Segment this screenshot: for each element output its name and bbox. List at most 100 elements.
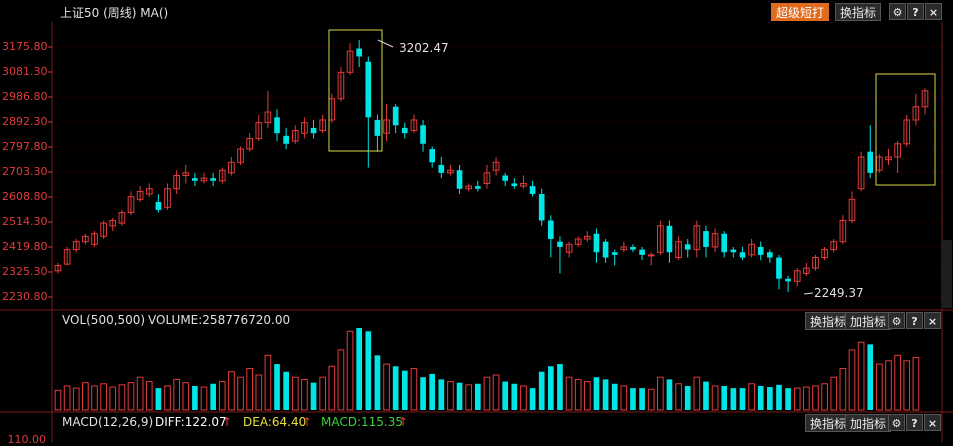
volume-bar <box>812 385 819 411</box>
volume-bar <box>328 365 336 411</box>
volume-bar <box>155 388 162 410</box>
volume-bar <box>410 367 418 411</box>
volume-bar <box>182 382 190 411</box>
main-pane-title: 上证50 (周线) MA() <box>60 6 169 20</box>
candle-body <box>210 178 216 181</box>
candle-body <box>639 249 645 255</box>
volume-bar <box>301 378 308 411</box>
volume-bar <box>711 385 719 411</box>
candle-body <box>319 119 326 132</box>
volume-bar <box>72 387 80 411</box>
candle-body <box>401 127 408 134</box>
gear-icon[interactable]: ⚙ <box>888 312 905 329</box>
y-tick-label: 2703.30 <box>2 165 48 178</box>
close-icon[interactable]: × <box>924 414 941 431</box>
volume-bar <box>100 383 107 411</box>
volume-bar <box>145 381 153 411</box>
volume-bar <box>529 388 536 410</box>
y-tick-label: 2325.30 <box>2 265 48 278</box>
candle-body <box>283 135 289 144</box>
volume-bar <box>803 386 810 411</box>
volume-bar <box>903 360 911 411</box>
volume-bar <box>456 382 463 410</box>
y-tick-label: 2419.80 <box>2 240 48 253</box>
candle-body <box>611 252 618 255</box>
help-icon[interactable]: ? <box>906 312 923 329</box>
switch-indicator-button[interactable]: 换指标 <box>835 3 882 21</box>
candle-body <box>757 246 764 255</box>
gear-icon[interactable]: ⚙ <box>888 414 905 431</box>
vol-add-indicator-button[interactable]: 加指标 <box>845 312 892 330</box>
macd-diff-arrow: ↑ <box>222 415 233 429</box>
high-price-label: 3202.47 <box>399 41 449 55</box>
low-pointer <box>803 292 814 295</box>
candle-body <box>456 170 463 189</box>
candle-body <box>392 106 399 126</box>
volume-bar <box>767 387 773 410</box>
volume-bar <box>492 374 500 411</box>
candle-body <box>529 186 536 195</box>
macd-switch-indicator-button[interactable]: 换指标 <box>805 414 852 432</box>
volume-bar <box>703 381 709 410</box>
candle-body <box>420 125 426 144</box>
volume-bar <box>192 385 198 410</box>
volume-bar <box>118 384 126 411</box>
macd-diff-value: DIFF:122.07 <box>155 415 227 429</box>
volume-bar <box>520 385 527 411</box>
super-short-button[interactable]: 超级短打 <box>771 3 830 21</box>
candle-body <box>921 90 929 108</box>
volume-bar <box>912 357 920 411</box>
volume-bar <box>200 386 208 411</box>
candle-body <box>109 219 117 227</box>
help-icon[interactable]: ? <box>907 3 924 20</box>
volume-bar <box>611 383 618 410</box>
volume-bar <box>237 376 244 411</box>
close-icon[interactable]: × <box>925 3 942 20</box>
vol-switch-indicator-button[interactable]: 换指标 <box>805 312 852 330</box>
help-icon[interactable]: ? <box>906 414 923 431</box>
candle-body <box>721 233 728 253</box>
volume-bar <box>63 385 71 411</box>
candle-body <box>565 243 573 253</box>
candle-body <box>602 241 609 258</box>
volume-bar <box>365 331 372 410</box>
volume-bar <box>474 383 481 410</box>
volume-bar <box>776 384 782 410</box>
volume-bar <box>639 388 645 410</box>
volume-bar <box>821 383 828 411</box>
volume-bar <box>210 383 216 410</box>
candle-body <box>465 185 473 190</box>
candle-body <box>857 156 865 190</box>
volume-bar <box>283 371 289 410</box>
candle-body <box>54 264 62 272</box>
candle-body <box>192 178 198 181</box>
y-tick-label: 2892.30 <box>2 115 48 128</box>
close-icon[interactable]: × <box>924 312 941 329</box>
gear-icon[interactable]: ⚙ <box>889 3 906 20</box>
macd-pane-title: MACD(12,26,9) <box>62 415 154 429</box>
candle-body <box>502 175 509 181</box>
volume-bar <box>657 376 664 411</box>
macd-dea-value: DEA:64.40 <box>243 415 307 429</box>
candle-body <box>173 175 180 190</box>
candle-body <box>447 169 454 174</box>
candle-body <box>218 169 226 182</box>
candle-body <box>848 198 856 221</box>
macd-add-indicator-button[interactable]: 加指标 <box>845 414 892 432</box>
candle-body <box>429 149 436 163</box>
volume-bar <box>885 360 892 411</box>
candle-body <box>182 172 190 177</box>
candle-body <box>620 246 628 251</box>
volume-bar <box>246 367 253 411</box>
volume-bar <box>857 341 865 411</box>
candle-body <box>200 177 208 182</box>
volume-bar <box>693 376 701 411</box>
highlight-box <box>328 29 383 152</box>
candle-body <box>821 249 828 259</box>
volume-bar <box>565 376 573 411</box>
candle-body <box>474 186 481 189</box>
candle-body <box>346 50 354 73</box>
volume-bar <box>356 328 362 410</box>
candle-body <box>547 220 554 240</box>
